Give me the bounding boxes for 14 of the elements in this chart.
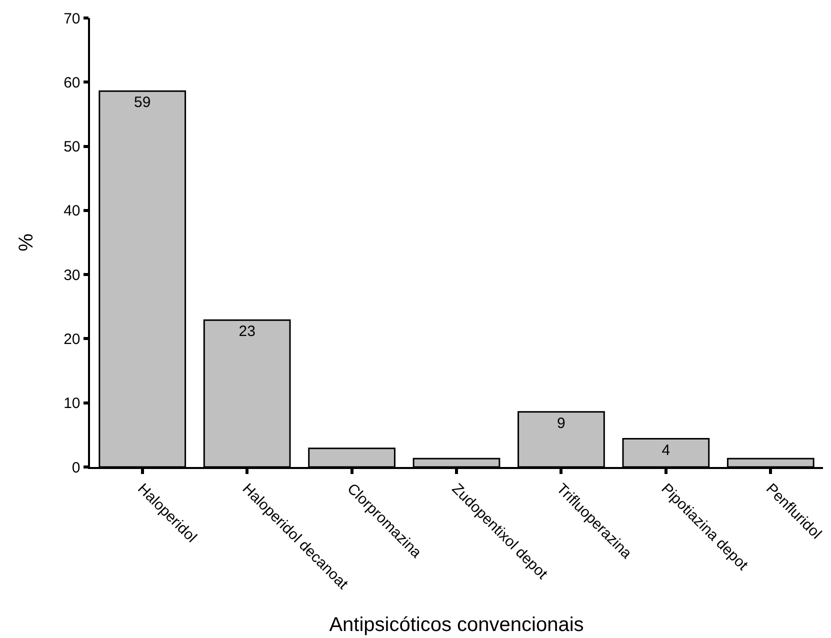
y-tick-label: 20 xyxy=(64,330,80,348)
data-label: 59 xyxy=(134,94,151,112)
y-tick-label: 40 xyxy=(64,202,80,220)
y-tick-label: 50 xyxy=(64,138,80,156)
data-label: 4 xyxy=(662,442,670,459)
data-label: 23 xyxy=(238,323,256,340)
x-axis-title: Antipsicóticos convencionais xyxy=(329,614,584,636)
y-tick-label: 10 xyxy=(64,395,80,412)
y-tick-label: 60 xyxy=(64,74,80,92)
y-tick-label: 30 xyxy=(64,266,80,284)
y-tick-label: 70 xyxy=(64,10,80,28)
y-tick-label: 0 xyxy=(72,459,80,476)
data-label: 9 xyxy=(557,414,566,432)
y-axis-title: % xyxy=(16,233,38,252)
